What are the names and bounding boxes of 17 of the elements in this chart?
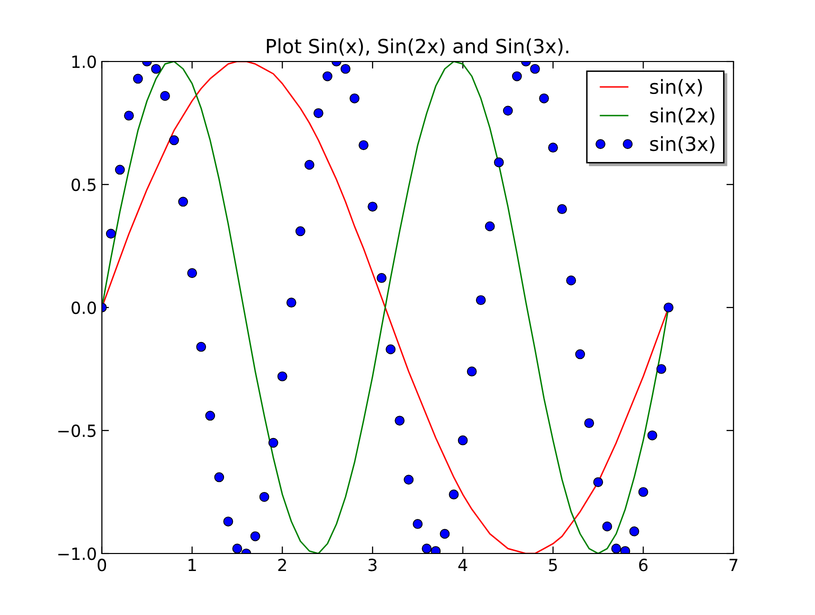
- y-tick-label: −1.0: [58, 547, 96, 560]
- x-tick-label: 3: [368, 558, 377, 572]
- y-tick-label: 0.5: [72, 178, 96, 192]
- x-tick-label: 7: [730, 558, 738, 572]
- y-tick-label: −0.5: [58, 424, 96, 438]
- x-tick-label: 2: [278, 558, 286, 572]
- x-tick-label: 5: [549, 558, 557, 572]
- legend-label: sin(x): [650, 79, 702, 96]
- y-tick-label: 1.0: [72, 55, 96, 68]
- x-tick-label: 0: [98, 558, 106, 572]
- legend-label: sin(2x): [650, 108, 714, 125]
- x-tick-label: 1: [188, 558, 196, 572]
- chart-title: Plot Sin(x), Sin(2x) and Sin(3x).: [266, 38, 568, 56]
- y-tick-label: 0.0: [72, 301, 96, 314]
- x-tick-label: 6: [639, 558, 648, 572]
- x-tick-label: 4: [458, 558, 468, 572]
- legend-label: sin(3x): [650, 136, 714, 154]
